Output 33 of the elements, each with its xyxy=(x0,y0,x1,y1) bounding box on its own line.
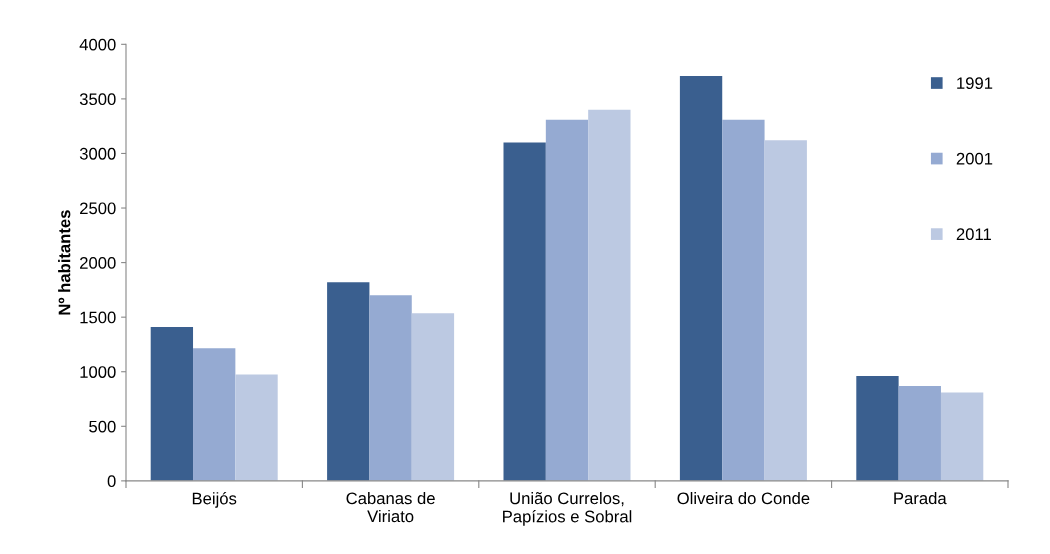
legend-label: 2011 xyxy=(956,228,991,241)
bar xyxy=(503,142,546,481)
bar xyxy=(369,295,412,481)
bar xyxy=(588,109,631,481)
x-tick-label: Parada xyxy=(894,491,947,505)
bar xyxy=(898,385,941,481)
bar xyxy=(856,376,899,481)
legend-label: 1991 xyxy=(957,77,993,90)
y-tick-label: 500 xyxy=(89,420,116,433)
bar xyxy=(411,313,455,481)
bar xyxy=(327,282,370,481)
y-tick-label: 4000 xyxy=(79,38,116,51)
y-tick-label: 2000 xyxy=(80,257,116,269)
bar xyxy=(150,326,194,481)
bar xyxy=(722,119,765,481)
y-tick-label: 1500 xyxy=(80,311,116,324)
y-tick-label: 1000 xyxy=(80,366,116,378)
x-tick-label: Beijós xyxy=(192,491,237,508)
y-tick-label: 0 xyxy=(107,475,116,488)
legend-label: 2001 xyxy=(956,152,993,165)
y-tick-label: 3000 xyxy=(79,147,116,160)
bar xyxy=(940,392,984,481)
x-tick-label: União Currelos, Papízios e Sobral xyxy=(503,491,632,526)
bar xyxy=(764,140,807,481)
bar xyxy=(545,119,589,481)
y-tick-label: 3500 xyxy=(79,93,116,106)
x-tick-label: Cabanas de Viriato xyxy=(346,491,435,523)
bar xyxy=(193,348,236,481)
x-tick-label: Oliveira do Conde xyxy=(677,491,810,505)
y-tick-label: 2500 xyxy=(80,202,116,215)
bar xyxy=(235,374,278,481)
y-axis-title: Nº habitantes xyxy=(58,210,71,315)
bar xyxy=(679,75,723,481)
